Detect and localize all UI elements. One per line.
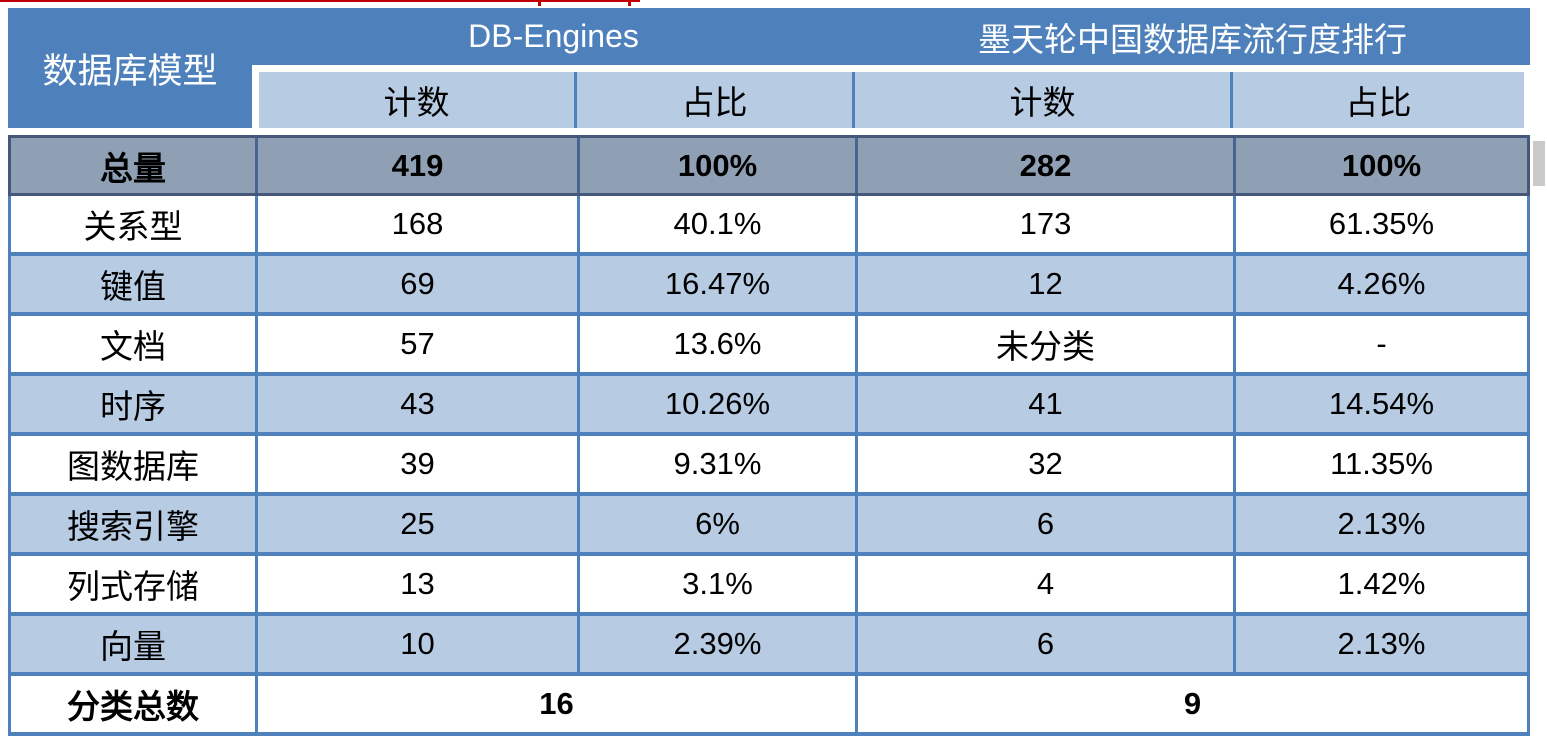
cell-dbengines-count: 69 xyxy=(255,256,577,312)
total-row: 总量 419 100% 282 100% xyxy=(8,135,1530,196)
row-label: 分类总数 xyxy=(67,690,199,726)
red-tick-artifact xyxy=(628,0,631,6)
table-row: 键值 69 16.47% 12 4.26% xyxy=(8,252,1530,312)
header-gap xyxy=(252,65,1530,72)
cell-motianlun-share: 14.54% xyxy=(1233,376,1527,432)
cell-motianlun-share: 1.42% xyxy=(1233,556,1527,612)
table-row: 向量 10 2.39% 6 2.13% xyxy=(8,612,1530,672)
cell-dbengines-share: 13.6% xyxy=(577,316,855,372)
cell-dbengines-count: 13 xyxy=(255,556,577,612)
red-tick-artifact xyxy=(538,0,541,6)
row-label: 文档 xyxy=(100,330,166,366)
cell-dbengines-share: 2.39% xyxy=(577,616,855,672)
row-label: 关系型 xyxy=(83,210,183,246)
cell-dbengines-share: 10.26% xyxy=(577,376,855,432)
row-label: 总量 xyxy=(100,151,166,188)
table-row: 搜索引擎 25 6% 6 2.13% xyxy=(8,492,1530,552)
cell-motianlun-share: 4.26% xyxy=(1233,256,1527,312)
cell-motianlun-share: 61.35% xyxy=(1233,196,1527,252)
header-right-area: DB-Engines 墨天轮中国数据库流行度排行 计数 占比 计数 占比 xyxy=(252,8,1530,128)
cell-motianlun-share: 11.35% xyxy=(1233,436,1527,492)
red-underline-artifact xyxy=(0,0,640,2)
cell-dbengines-count: 57 xyxy=(255,316,577,372)
row-label: 向量 xyxy=(100,630,166,666)
cell-motianlun-category-total: 9 xyxy=(855,676,1527,732)
cell-motianlun-count: 6 xyxy=(855,496,1233,552)
cell-dbengines-count: 43 xyxy=(255,376,577,432)
cell-motianlun-share: 100% xyxy=(1233,138,1527,193)
group-header-db-engines: DB-Engines xyxy=(468,18,639,54)
subheader-dbengines-share: 占比 xyxy=(574,72,852,128)
row-label: 列式存储 xyxy=(67,570,199,606)
scrollbar-thumb[interactable] xyxy=(1533,141,1545,186)
cell-motianlun-count: 12 xyxy=(855,256,1233,312)
cell-motianlun-count: 32 xyxy=(855,436,1233,492)
cell-dbengines-count: 10 xyxy=(255,616,577,672)
cell-dbengines-share: 100% xyxy=(577,138,855,193)
cell-motianlun-share: 2.13% xyxy=(1233,496,1527,552)
group-header-row: DB-Engines 墨天轮中国数据库流行度排行 xyxy=(252,8,1530,65)
cell-dbengines-share: 9.31% xyxy=(577,436,855,492)
subheader-motianlun-share: 占比 xyxy=(1230,72,1524,128)
group-header-motianlun: 墨天轮中国数据库流行度排行 xyxy=(978,22,1407,59)
table-row: 图数据库 39 9.31% 32 11.35% xyxy=(8,432,1530,492)
subheader-row: 计数 占比 计数 占比 xyxy=(252,72,1530,128)
cell-dbengines-count: 39 xyxy=(255,436,577,492)
cell-dbengines-category-total: 16 xyxy=(255,676,855,732)
cell-dbengines-share: 40.1% xyxy=(577,196,855,252)
table-row: 关系型 168 40.1% 173 61.35% xyxy=(8,196,1530,252)
row-gap xyxy=(8,128,1530,135)
cell-motianlun-count: 6 xyxy=(855,616,1233,672)
table-row: 列式存储 13 3.1% 4 1.42% xyxy=(8,552,1530,612)
row-label: 时序 xyxy=(100,390,166,426)
subheader-motianlun-count: 计数 xyxy=(852,72,1230,128)
cell-dbengines-count: 168 xyxy=(255,196,577,252)
cell-motianlun-share: 2.13% xyxy=(1233,616,1527,672)
corner-header-cell: 数据库模型 xyxy=(8,8,252,128)
cell-dbengines-count: 25 xyxy=(255,496,577,552)
cell-motianlun-count: 173 xyxy=(855,196,1233,252)
cell-motianlun-count: 未分类 xyxy=(855,316,1233,372)
cell-dbengines-share: 6% xyxy=(577,496,855,552)
subheader-dbengines-count: 计数 xyxy=(259,72,574,128)
row-label: 图数据库 xyxy=(67,450,199,486)
table-row: 文档 57 13.6% 未分类 - xyxy=(8,312,1530,372)
cell-motianlun-count: 41 xyxy=(855,376,1233,432)
table-header: 数据库模型 DB-Engines 墨天轮中国数据库流行度排行 计数 占比 计数 … xyxy=(8,8,1530,128)
cell-dbengines-share: 3.1% xyxy=(577,556,855,612)
table-row: 时序 43 10.26% 41 14.54% xyxy=(8,372,1530,432)
cell-dbengines-count: 419 xyxy=(255,138,577,193)
cell-motianlun-count: 282 xyxy=(855,138,1233,193)
database-model-comparison-table: 数据库模型 DB-Engines 墨天轮中国数据库流行度排行 计数 占比 计数 … xyxy=(8,8,1530,736)
cell-motianlun-count: 4 xyxy=(855,556,1233,612)
footer-row: 分类总数 16 9 xyxy=(8,672,1530,732)
cell-dbengines-share: 16.47% xyxy=(577,256,855,312)
cell-motianlun-share: - xyxy=(1233,316,1527,372)
row-label: 键值 xyxy=(100,270,166,306)
row-label: 搜索引擎 xyxy=(67,510,199,546)
